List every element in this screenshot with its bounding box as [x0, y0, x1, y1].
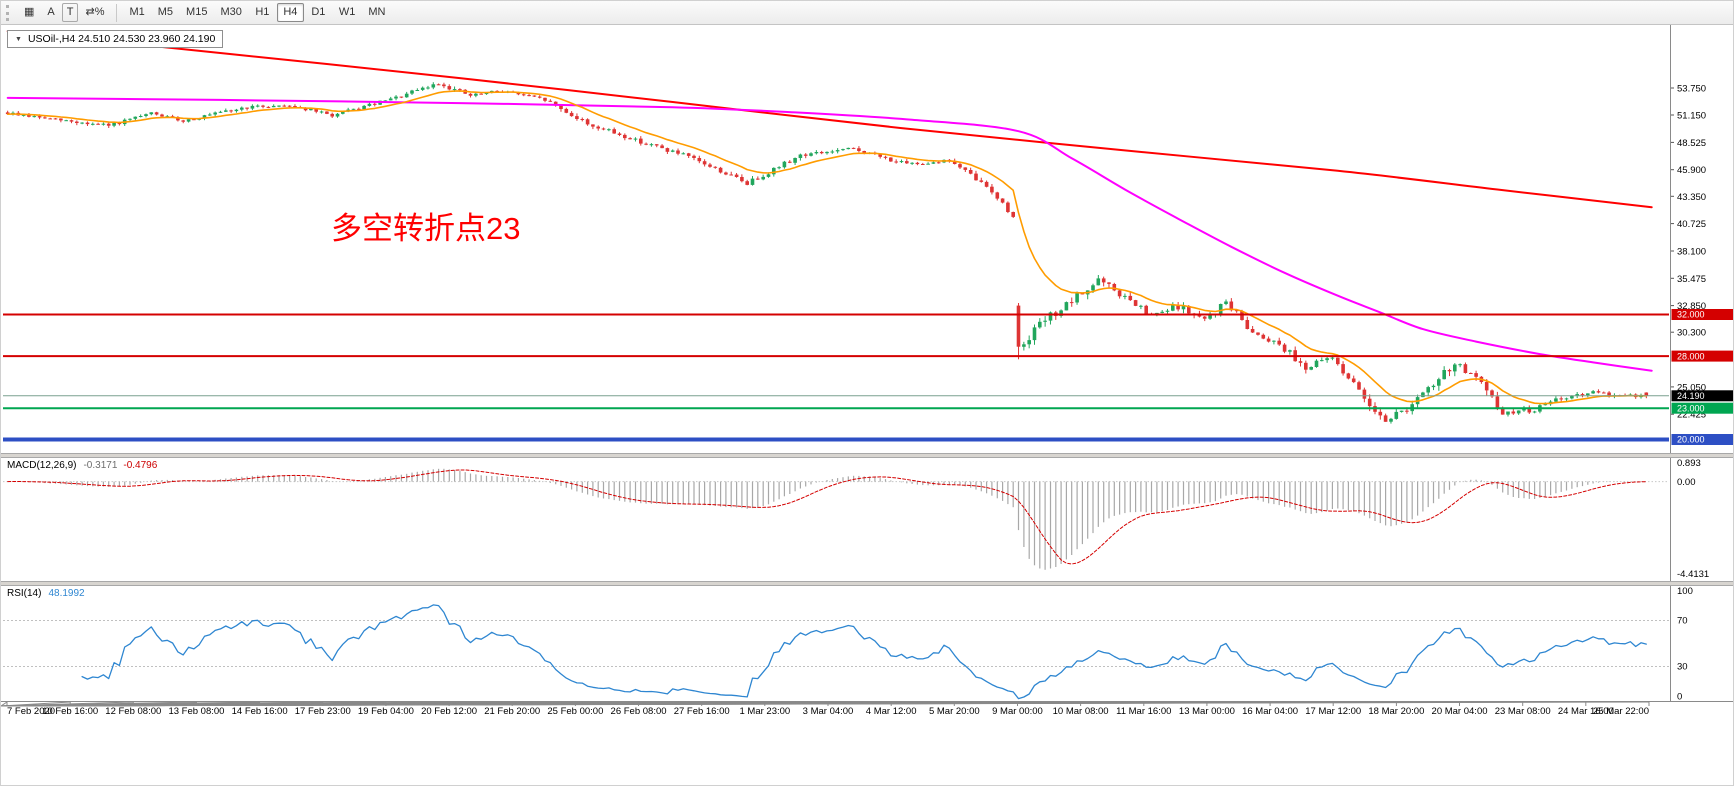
time-axis-label: 10 Feb 16:00 [42, 706, 98, 717]
time-axis-label: 16 Mar 04:00 [1242, 706, 1298, 717]
toolbar: ▦ A T ⇄% M1 M5 M15 M30 H1 H4 D1 W1 MN [1, 1, 1733, 25]
price-tick-label: 38.100 [1677, 246, 1706, 257]
price-tick-label: 30.300 [1677, 328, 1706, 339]
price-tick-label: 53.750 [1677, 83, 1706, 94]
price-badge-label: 28.000 [1677, 351, 1705, 361]
time-axis-label: 9 Mar 00:00 [992, 706, 1043, 717]
price-tick-label: 51.150 [1677, 111, 1706, 122]
time-axis-label: 10 Mar 08:00 [1053, 706, 1109, 717]
timeframe-button-m1[interactable]: M1 [123, 3, 150, 22]
price-tick-label: 43.350 [1677, 192, 1706, 203]
price-badge-20.000 [1671, 434, 1733, 445]
price-badge-28.000 [1671, 350, 1733, 362]
time-axis-label: 5 Mar 20:00 [929, 706, 980, 717]
time-axis-label: 17 Mar 12:00 [1305, 706, 1361, 717]
ma-fast-line [6, 90, 1648, 405]
time-axis-label: 27 Feb 16:00 [674, 706, 730, 717]
ma-slow-line [6, 30, 1653, 209]
time-axis-label: 26 Feb 08:00 [611, 706, 667, 717]
time-axis-label: 23 Mar 08:00 [1495, 706, 1551, 717]
price-badge-32.000 [1671, 309, 1733, 320]
ma-mid-line [6, 96, 1653, 372]
price-badge-24.190 [1671, 390, 1733, 402]
time-axis-label: 17 Feb 23:00 [295, 706, 351, 717]
price-tick-label: 35.475 [1677, 274, 1706, 285]
timeframe-button-m5[interactable]: M5 [152, 3, 179, 22]
timeframe-button-d1[interactable]: D1 [305, 3, 332, 22]
price-tick-label: 25.050 [1677, 382, 1706, 393]
macd-axis-label: 0.00 [1677, 477, 1696, 488]
price-tick-label: 45.900 [1677, 165, 1706, 176]
timeframe-button-h4[interactable]: H4 [276, 3, 304, 22]
rsi-axis-label: 100 [1677, 586, 1693, 597]
time-axis-label: 4 Mar 12:00 [866, 706, 917, 717]
time-axis-label: 25 Feb 00:00 [547, 706, 603, 717]
price-tick-label: 22.425 [1677, 410, 1706, 421]
time-axis-label: 3 Mar 04:00 [803, 706, 854, 717]
timeframe-button-w1[interactable]: W1 [333, 3, 362, 22]
price-badge-label: 20.000 [1677, 435, 1705, 445]
time-axis-label: 13 Mar 00:00 [1179, 706, 1235, 717]
toolbar-separator [116, 3, 118, 22]
time-axis-label: 12 Feb 08:00 [105, 706, 161, 717]
time-axis-label: 13 Feb 08:00 [168, 706, 224, 717]
cursor-tool-button[interactable]: A [41, 3, 60, 22]
timeframe-button-mn[interactable]: MN [362, 3, 391, 22]
time-axis-label: 20 Feb 12:00 [421, 706, 477, 717]
rsi-line [81, 604, 1647, 700]
time-axis-label: 11 Mar 16:00 [1116, 706, 1171, 717]
price-badge-label: 32.000 [1677, 310, 1705, 320]
time-axis-label: 1 Mar 23:00 [739, 706, 790, 717]
time-axis-label: 24 Mar 16:00 [1558, 706, 1614, 717]
price-badge-23.000 [1671, 402, 1733, 414]
chart-windows-button[interactable]: ▦ [18, 3, 40, 22]
timeframe-button-h1[interactable]: H1 [249, 3, 276, 22]
macd-axis-label: 0.893 [1677, 458, 1701, 469]
candles-layer [5, 82, 1649, 424]
toolbar-grip[interactable] [6, 4, 12, 21]
time-axis-label: 7 Feb 2020 [7, 706, 55, 717]
time-axis-label: 20 Mar 04:00 [1432, 706, 1488, 717]
rsi-axis-label: 30 [1677, 662, 1688, 673]
price-tick-label: 32.850 [1677, 301, 1706, 312]
price-badge-label: 23.000 [1677, 403, 1705, 413]
time-axis-label: 14 Feb 16:00 [232, 706, 288, 717]
text-tool-button[interactable]: T [61, 3, 79, 22]
macd-signal-line [7, 469, 1647, 565]
time-axis-label: 21 Feb 20:00 [484, 706, 540, 717]
rsi-axis-label: 70 [1677, 616, 1688, 627]
panel-divider[interactable] [1, 581, 1734, 586]
rsi-axis-label: 0 [1677, 692, 1682, 703]
macd-axis-label: -4.4131 [1677, 569, 1709, 580]
price-tick-label: 40.725 [1677, 219, 1706, 230]
time-axis-label: 19 Feb 04:00 [358, 706, 414, 717]
macd-histogram [12, 468, 1637, 570]
time-axis-label: 18 Mar 20:00 [1368, 706, 1424, 717]
time-axis-label: 25 Mar 22:00 [1593, 706, 1649, 717]
scale-tool-button[interactable]: ⇄% [79, 3, 110, 22]
timeframe-button-m15[interactable]: M15 [180, 3, 213, 22]
timeframe-button-m30[interactable]: M30 [214, 3, 247, 22]
price-badge-label: 24.190 [1677, 391, 1705, 401]
panel-divider[interactable] [1, 453, 1734, 458]
price-tick-label: 48.525 [1677, 138, 1706, 149]
